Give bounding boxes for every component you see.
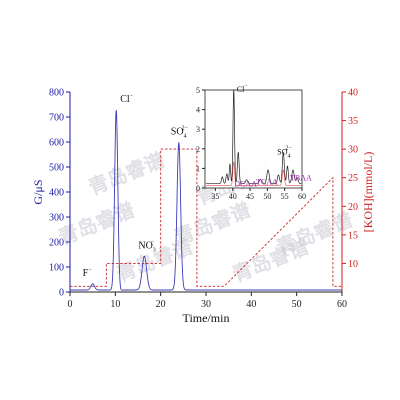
- bottom-tick-label: 50: [292, 299, 302, 310]
- inset-peak-label: Cl−: [237, 83, 249, 94]
- left-tick-label: 500: [49, 163, 64, 174]
- right-tick-label: 30: [348, 145, 358, 156]
- x-axis-label: Time/min: [183, 311, 230, 325]
- bottom-tick-label: 10: [110, 299, 120, 310]
- left-tick-label: 600: [49, 138, 64, 149]
- bottom-tick-label: 40: [246, 299, 256, 310]
- inset-x-tick-label: 55: [281, 192, 289, 201]
- peak-label: F−: [83, 267, 93, 279]
- watermark-text: 青岛睿谱: [85, 147, 168, 199]
- inset-y-tick-label: 5: [196, 86, 200, 95]
- right-tick-label: 35: [348, 116, 358, 127]
- bottom-tick-label: 0: [68, 299, 73, 310]
- koh-gradient-line: [70, 148, 342, 287]
- inset-y-tick-label: 4: [196, 106, 200, 115]
- bottom-tick-label: 30: [201, 299, 211, 310]
- left-tick-label: 200: [49, 238, 64, 249]
- inset-peak-label: TBAA: [290, 173, 312, 182]
- inset-y-tick-label: 3: [196, 125, 200, 134]
- inset-x-tick-label: 40: [229, 192, 237, 201]
- bottom-tick-label: 20: [156, 299, 166, 310]
- inset-x-tick-label: 35: [211, 192, 219, 201]
- inset-trace: [206, 89, 302, 185]
- y-axis-label-left: G/μS: [31, 179, 45, 204]
- inset-frame: [204, 89, 303, 189]
- bottom-tick-label: 60: [337, 299, 347, 310]
- watermark-text: 青岛睿谱: [273, 207, 356, 259]
- right-tick-label: 20: [348, 202, 358, 213]
- inset-x-tick-label: 50: [263, 192, 271, 201]
- y-axis-label-right: [KOH](mmol/L): [361, 152, 375, 233]
- inset-y-tick-label: 1: [196, 164, 200, 173]
- inset-y-tick-label: 2: [196, 145, 200, 154]
- left-tick-label: 800: [49, 88, 64, 99]
- right-tick-label: 25: [348, 173, 358, 184]
- inset-peak-label: TCAA: [256, 177, 278, 186]
- inset-blank-trace: [206, 161, 302, 186]
- left-tick-label: 400: [49, 188, 64, 199]
- left-tick-label: 300: [49, 213, 64, 224]
- inset-peak-label: SO42−: [277, 146, 292, 160]
- right-tick-label: 10: [348, 259, 358, 270]
- peak-label: NO3−: [138, 239, 155, 253]
- left-tick-label: 700: [49, 113, 64, 124]
- inset-x-tick-label: 60: [298, 192, 306, 201]
- right-tick-label: 15: [348, 230, 358, 241]
- chromatogram-trace: [70, 110, 342, 291]
- inset-x-tick-label: 45: [246, 192, 254, 201]
- inset-peak-label: DCAA: [234, 180, 257, 189]
- right-tick-label: 40: [348, 88, 358, 99]
- inset-y-tick-label: 0: [196, 184, 200, 193]
- left-tick-label: 100: [49, 263, 64, 274]
- peak-label: Cl−: [120, 93, 133, 105]
- peak-label: SO42−: [171, 126, 189, 140]
- left-tick-label: 0: [59, 288, 64, 299]
